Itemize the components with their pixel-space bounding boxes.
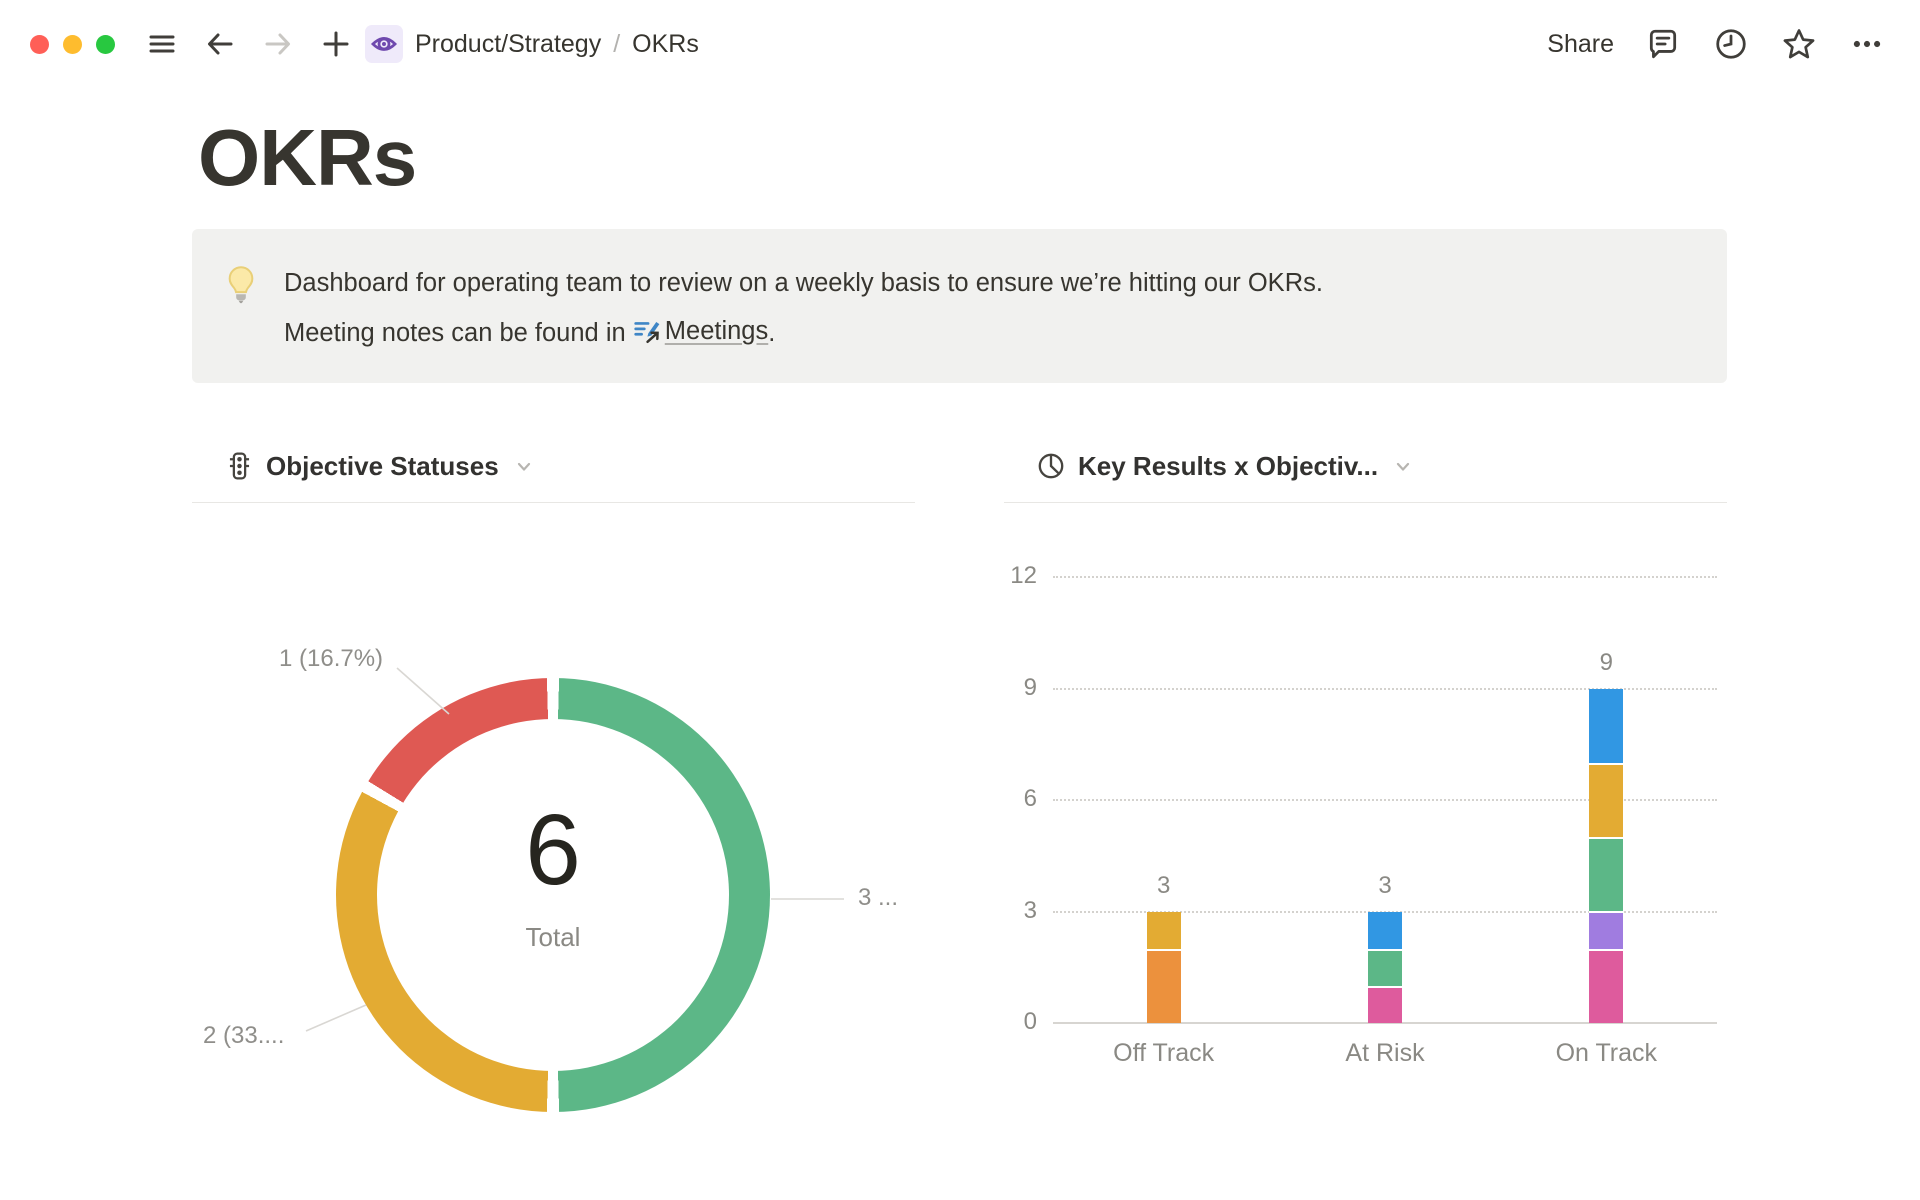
- page-title: OKRs: [198, 113, 417, 202]
- bar-chart-title-button[interactable]: Key Results x Objectiv...: [1037, 444, 1415, 488]
- bar-segment[interactable]: [1368, 985, 1402, 1023]
- updates-clock-icon[interactable]: [1712, 25, 1750, 63]
- more-options-icon[interactable]: [1848, 25, 1886, 63]
- gridline-y6: [1053, 799, 1717, 801]
- chart-title: Key Results x Objectiv...: [1078, 450, 1379, 481]
- callout-text: Dashboard for operating team to review o…: [284, 259, 1323, 383]
- bar-off-track[interactable]: [1146, 911, 1181, 1024]
- breadcrumb: Product/Strategy / OKRs: [365, 25, 699, 63]
- gridline-y12: [1053, 576, 1717, 578]
- bar-segment[interactable]: [1589, 911, 1624, 949]
- bar-value-label: 3: [1378, 871, 1392, 899]
- meetings-link[interactable]: Meetings: [664, 317, 769, 345]
- chevron-down-icon: [1391, 454, 1415, 478]
- bar-segment[interactable]: [1589, 762, 1624, 838]
- traffic-light-icon: [226, 451, 253, 481]
- gridline-y9: [1053, 687, 1717, 690]
- meetings-page-icon: [633, 317, 661, 345]
- y-tick-label: 0: [1023, 1008, 1037, 1035]
- callout: Dashboard for operating team to review o…: [192, 229, 1727, 383]
- donut-chart[interactable]: [336, 678, 770, 1112]
- gridline-y0: [1053, 1022, 1717, 1024]
- bar-value-label: 3: [1156, 871, 1171, 899]
- donut-segment-label-green: 3 ...: [858, 884, 899, 911]
- callout-line2: Meeting notes can be found in Meetings.: [284, 307, 1323, 357]
- bar-segment[interactable]: [1146, 911, 1181, 949]
- bar-segment[interactable]: [1368, 948, 1402, 986]
- breadcrumb-separator: /: [613, 29, 621, 58]
- chart-divider: [1004, 502, 1727, 503]
- bar-segment[interactable]: [1589, 948, 1624, 1023]
- close-button[interactable]: [30, 34, 49, 54]
- y-tick-label: 12: [1010, 562, 1037, 589]
- bar-segment[interactable]: [1589, 688, 1624, 763]
- donut-chart-title-button[interactable]: Objective Statuses: [226, 444, 536, 488]
- pie-chart-icon: [1037, 452, 1065, 480]
- minimize-button[interactable]: [63, 34, 82, 54]
- comments-icon[interactable]: [1644, 25, 1682, 63]
- chart-title: Objective Statuses: [266, 450, 499, 481]
- window-controls: [30, 34, 115, 54]
- breadcrumb-parent[interactable]: Product/Strategy: [415, 29, 602, 58]
- share-button[interactable]: Share: [1547, 29, 1614, 58]
- y-tick-label: 3: [1023, 896, 1037, 924]
- donut-leader-lines: [305, 667, 844, 1032]
- forward-icon[interactable]: [259, 25, 297, 63]
- bar-segment[interactable]: [1368, 911, 1402, 949]
- chart-divider: [192, 502, 915, 503]
- y-tick-label: 9: [1023, 673, 1037, 701]
- x-category-label: At Risk: [1345, 1039, 1425, 1067]
- breadcrumb-current[interactable]: OKRs: [632, 29, 699, 58]
- eye-page-icon[interactable]: [365, 25, 403, 63]
- back-icon[interactable]: [201, 25, 239, 63]
- zoom-button[interactable]: [96, 34, 115, 54]
- bar-on-track[interactable]: [1589, 688, 1624, 1024]
- plus-icon[interactable]: [317, 25, 355, 63]
- lightbulb-icon: [224, 259, 284, 383]
- bar-value-label: 9: [1599, 648, 1613, 676]
- favorite-star-icon[interactable]: [1780, 25, 1818, 63]
- bar-at-risk[interactable]: [1368, 911, 1402, 1024]
- chevron-down-icon: [512, 454, 536, 478]
- y-tick-label: 6: [1023, 785, 1037, 812]
- donut-segment-label-red: 1 (16.7%): [279, 645, 384, 672]
- titlebar: Product/Strategy / OKRs Share: [0, 0, 1920, 88]
- bar-segment[interactable]: [1146, 948, 1181, 1023]
- x-category-label: Off Track: [1113, 1039, 1215, 1067]
- bar-segment[interactable]: [1589, 837, 1624, 912]
- x-category-label: On Track: [1555, 1039, 1658, 1067]
- callout-line1: Dashboard for operating team to review o…: [284, 269, 1323, 297]
- sidebar-menu-icon[interactable]: [143, 25, 181, 63]
- donut-segment-label-yellow: 2 (33....: [203, 1022, 285, 1049]
